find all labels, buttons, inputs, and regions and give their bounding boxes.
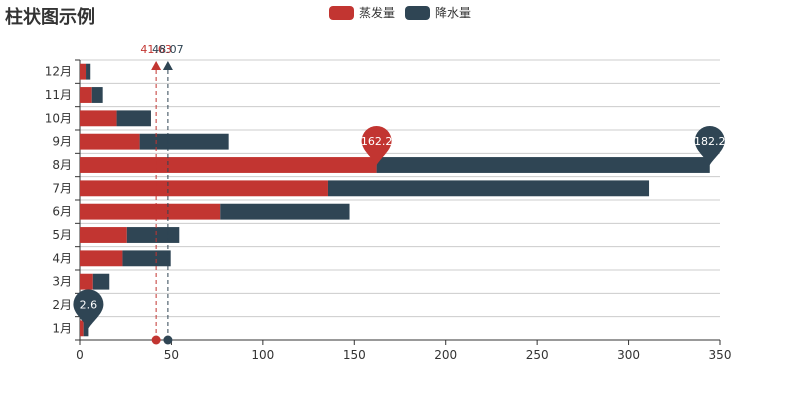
bar-evaporation xyxy=(80,180,328,197)
chart-title: 柱状图示例 xyxy=(5,7,95,28)
y-tick-label: 11月 xyxy=(45,88,72,102)
x-tick-label: 150 xyxy=(343,348,366,362)
x-tick-label: 300 xyxy=(617,348,640,362)
x-tick-label: 100 xyxy=(251,348,274,362)
y-tick-label: 6月 xyxy=(52,205,72,219)
bar-precipitation xyxy=(91,87,103,103)
bar-evaporation xyxy=(80,110,117,127)
bar-precipitation xyxy=(92,273,110,290)
bar-evaporation xyxy=(80,157,377,173)
legend-swatch-precipitation xyxy=(405,5,431,20)
bar-precipitation xyxy=(126,227,180,243)
bar-evaporation xyxy=(80,133,140,150)
y-tick-label: 3月 xyxy=(52,275,72,289)
legend-label-precipitation: 降水量 xyxy=(435,6,472,20)
x-tick-label: 50 xyxy=(164,348,179,362)
bar-precipitation xyxy=(327,180,650,197)
bar-evaporation xyxy=(80,87,92,103)
x-tick-label: 250 xyxy=(526,348,549,362)
bar-precipitation xyxy=(86,63,91,80)
mark-point-pin xyxy=(694,126,725,165)
bar-evaporation xyxy=(80,203,221,220)
x-tick-label: 350 xyxy=(709,348,732,362)
average-line-arrow xyxy=(162,61,173,70)
x-tick-label: 0 xyxy=(76,348,84,362)
average-line-start xyxy=(163,335,173,345)
legend-label-evaporation: 蒸发量 xyxy=(359,6,396,20)
average-line-arrow xyxy=(151,61,162,70)
average-line-label: 48.07 xyxy=(152,43,184,56)
bar-precipitation xyxy=(139,133,229,150)
y-tick-label: 10月 xyxy=(45,111,72,125)
bar-evaporation xyxy=(80,63,87,80)
bar-precipitation xyxy=(116,110,151,127)
average-line-start xyxy=(151,335,161,345)
mark-point-label: 2.6 xyxy=(80,298,98,311)
y-tick-label: 12月 xyxy=(45,65,72,79)
y-tick-label: 2月 xyxy=(52,298,72,312)
y-tick-label: 9月 xyxy=(52,135,72,149)
bar-precipitation xyxy=(122,250,171,267)
bar-evaporation xyxy=(80,273,93,290)
y-tick-label: 8月 xyxy=(52,158,72,172)
legend-item-evaporation[interactable]: 蒸发量 xyxy=(329,4,395,21)
legend-swatch-evaporation xyxy=(329,5,354,20)
y-tick-label: 1月 xyxy=(52,321,72,335)
average-line-label: 41.63 xyxy=(140,43,172,56)
legend: 蒸发量 降水量 xyxy=(329,4,471,21)
mark-point-label: 162.2 xyxy=(361,135,393,148)
bar-precipitation xyxy=(83,320,89,337)
bar-evaporation xyxy=(80,227,127,243)
y-tick-label: 5月 xyxy=(52,228,72,242)
mark-point-pin xyxy=(361,126,392,165)
mark-point-pin xyxy=(73,289,104,329)
bar-evaporation xyxy=(80,320,84,337)
bar-precipitation xyxy=(220,203,350,220)
bar-precipitation xyxy=(376,157,710,173)
mark-point-label: 182.2 xyxy=(694,135,726,148)
legend-item-precipitation[interactable]: 降水量 xyxy=(405,4,471,21)
x-tick-label: 200 xyxy=(434,348,457,362)
y-tick-label: 4月 xyxy=(52,251,72,265)
bar-evaporation xyxy=(80,250,123,267)
y-tick-label: 7月 xyxy=(52,181,72,195)
